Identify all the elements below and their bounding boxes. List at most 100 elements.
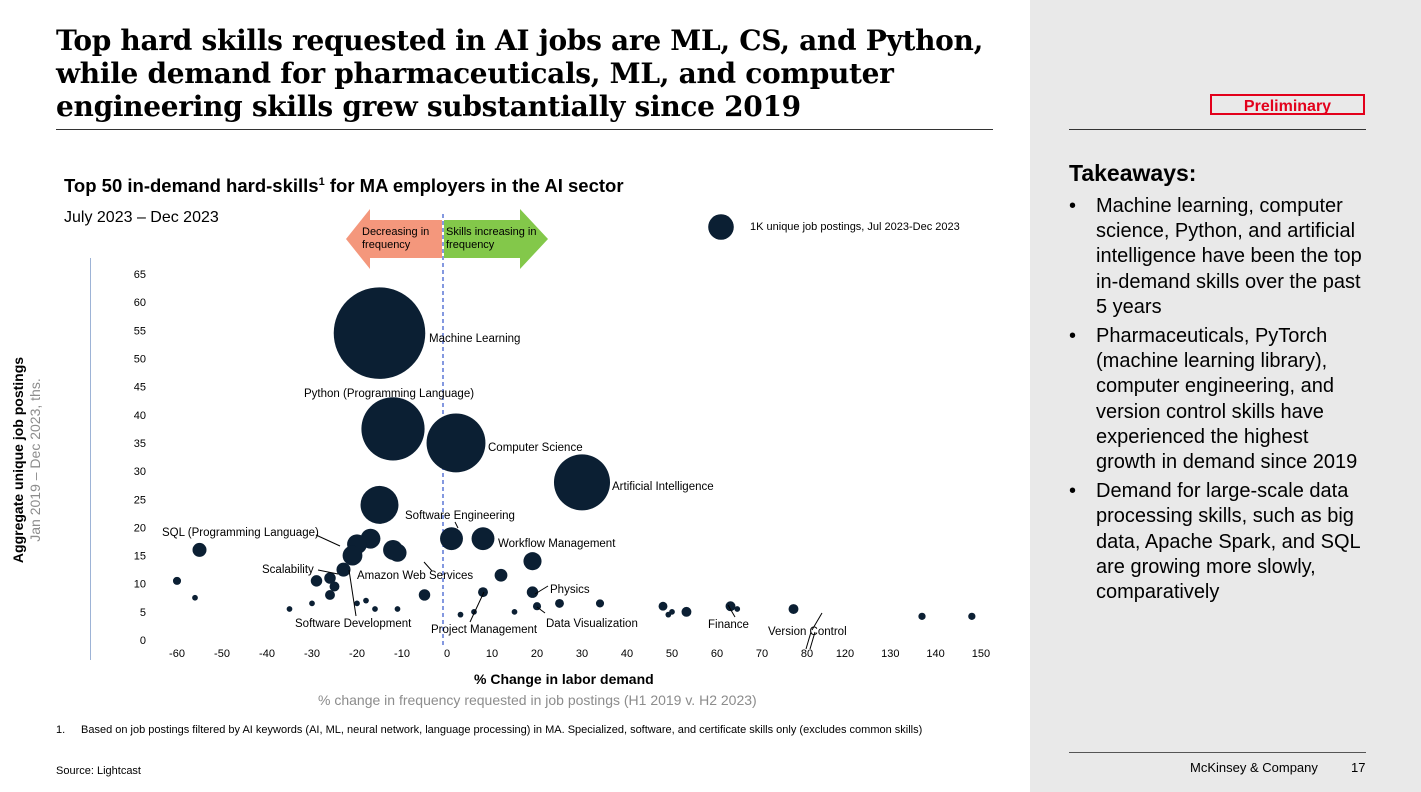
bubble-label: Artificial Intelligence bbox=[612, 481, 714, 493]
bubble-point bbox=[324, 572, 336, 584]
title-line: Top hard skills requested in AI jobs are… bbox=[56, 24, 984, 57]
bubble-point bbox=[511, 608, 518, 615]
axis-break-mark bbox=[809, 631, 816, 650]
size-legend-label: 1K unique job postings, Jul 2023-Dec 202… bbox=[750, 221, 960, 233]
footer-divider bbox=[1069, 752, 1366, 753]
x-tick-label: 0 bbox=[444, 648, 450, 660]
bubble-label: Python (Programming Language) bbox=[304, 388, 474, 400]
leader-line bbox=[811, 612, 823, 631]
bubble-label: Version Control bbox=[768, 626, 847, 638]
x-axis-subtitle: % change in frequency requested in job p… bbox=[318, 692, 757, 708]
x-tick-label: 120 bbox=[836, 648, 854, 660]
takeaways-title: Takeaways: bbox=[1069, 160, 1197, 186]
leader-line bbox=[454, 521, 459, 529]
y-tick-label: 40 bbox=[134, 410, 146, 422]
bubble-point bbox=[363, 597, 369, 604]
y-tick-label: 25 bbox=[134, 494, 146, 506]
y-tick-label: 5 bbox=[140, 607, 146, 619]
bubble-point bbox=[286, 606, 293, 612]
takeaways-list: Machine learning, computer science, Pyth… bbox=[1069, 194, 1369, 609]
bubble-point bbox=[426, 413, 486, 473]
y-tick-label: 35 bbox=[134, 438, 146, 450]
bubble-point bbox=[725, 601, 736, 612]
title-line: while demand for pharmaceuticals, ML, an… bbox=[56, 57, 894, 90]
x-tick-label: -20 bbox=[349, 648, 365, 660]
bubble-point bbox=[192, 594, 198, 601]
bubble-point bbox=[526, 586, 539, 598]
bubble-point bbox=[336, 562, 351, 577]
increasing-arrow bbox=[444, 209, 548, 269]
bubble-point bbox=[360, 485, 399, 524]
bubble-point bbox=[734, 606, 741, 612]
leader-line bbox=[315, 534, 341, 547]
leader-line bbox=[348, 569, 357, 617]
bubble-point bbox=[553, 454, 611, 511]
bubble-point bbox=[329, 581, 340, 592]
bubble-point bbox=[457, 611, 464, 618]
bubble-label: Physics bbox=[550, 584, 590, 596]
x-tick-label: -30 bbox=[304, 648, 320, 660]
chart-title-rest: for MA employers in the AI sector bbox=[324, 175, 624, 196]
bubble-point bbox=[968, 612, 976, 620]
bubble-point bbox=[788, 604, 799, 614]
x-axis-title: % Change in labor demand bbox=[474, 671, 654, 687]
x-tick-label: 130 bbox=[881, 648, 899, 660]
bubble-point bbox=[918, 612, 926, 620]
bubble-point bbox=[172, 576, 182, 585]
leader-line bbox=[534, 585, 549, 595]
bubble-label: Scalability bbox=[262, 564, 314, 576]
chart-title-footnote-mark: 1 bbox=[318, 175, 325, 188]
decreasing-arrow bbox=[346, 209, 442, 269]
bubble-point bbox=[333, 287, 426, 379]
y-tick-label: 50 bbox=[134, 354, 146, 366]
x-tick-label: 140 bbox=[926, 648, 944, 660]
leader-line bbox=[536, 606, 546, 614]
bubble-point bbox=[523, 552, 542, 571]
y-tick-label: 10 bbox=[134, 579, 146, 591]
leader-line bbox=[727, 604, 736, 618]
bubble-label: Computer Science bbox=[488, 442, 583, 454]
x-tick-label: 80 bbox=[801, 648, 813, 660]
brand-name: McKinsey & Company bbox=[1190, 760, 1318, 775]
bubble-point bbox=[388, 543, 407, 562]
x-tick-label: 20 bbox=[531, 648, 543, 660]
bubble-label: SQL (Programming Language) bbox=[162, 527, 319, 539]
takeaway-item: Pharmaceuticals, PyTorch (machine learni… bbox=[1069, 324, 1369, 475]
x-tick-label: 30 bbox=[576, 648, 588, 660]
bubble-label: Software Engineering bbox=[405, 510, 515, 522]
bubble-point bbox=[595, 599, 605, 608]
bubble-label: Workflow Management bbox=[498, 538, 616, 550]
bubble-point bbox=[665, 611, 672, 618]
preliminary-badge: Preliminary bbox=[1210, 94, 1365, 115]
page-number: 17 bbox=[1351, 760, 1366, 775]
bubble-point bbox=[555, 598, 564, 608]
bubble-point bbox=[394, 606, 401, 612]
bubble-point bbox=[309, 600, 315, 607]
bubble-point bbox=[658, 601, 668, 611]
x-tick-label: -60 bbox=[169, 648, 185, 660]
x-tick-label: 60 bbox=[711, 648, 723, 660]
y-tick-label: 45 bbox=[134, 382, 146, 394]
footnote-text: Based on job postings filtered by AI key… bbox=[81, 724, 923, 736]
bubble-point bbox=[192, 542, 207, 557]
bubble-point bbox=[361, 397, 425, 461]
bubble-point bbox=[354, 600, 360, 607]
bubble-point bbox=[440, 527, 463, 551]
bubble-point bbox=[310, 575, 323, 587]
bubble-point bbox=[325, 590, 335, 600]
bubble-point bbox=[494, 568, 508, 582]
x-tick-label: 50 bbox=[666, 648, 678, 660]
title-divider bbox=[56, 129, 993, 130]
y-tick-label: 55 bbox=[134, 325, 146, 337]
increasing-arrow-label: Skills increasing in frequency bbox=[446, 226, 537, 251]
scatter-chart: 0 5 10 15 20 25 30 35 40 45 50 55 60 65 -60 -50 -40 -30 -2… bbox=[134, 209, 990, 660]
bubble-point bbox=[342, 545, 363, 566]
y-tick-label: 60 bbox=[134, 297, 146, 309]
leader-line bbox=[317, 569, 339, 575]
y-tick-label: 30 bbox=[134, 466, 146, 478]
x-tick-label: 150 bbox=[972, 648, 990, 660]
bubble-label: Amazon Web Services bbox=[357, 570, 473, 582]
y-tick-label: 20 bbox=[134, 522, 146, 534]
leader-line bbox=[423, 561, 433, 572]
chart-title: Top 50 in-demand hard-skills1 for MA emp… bbox=[64, 175, 624, 197]
